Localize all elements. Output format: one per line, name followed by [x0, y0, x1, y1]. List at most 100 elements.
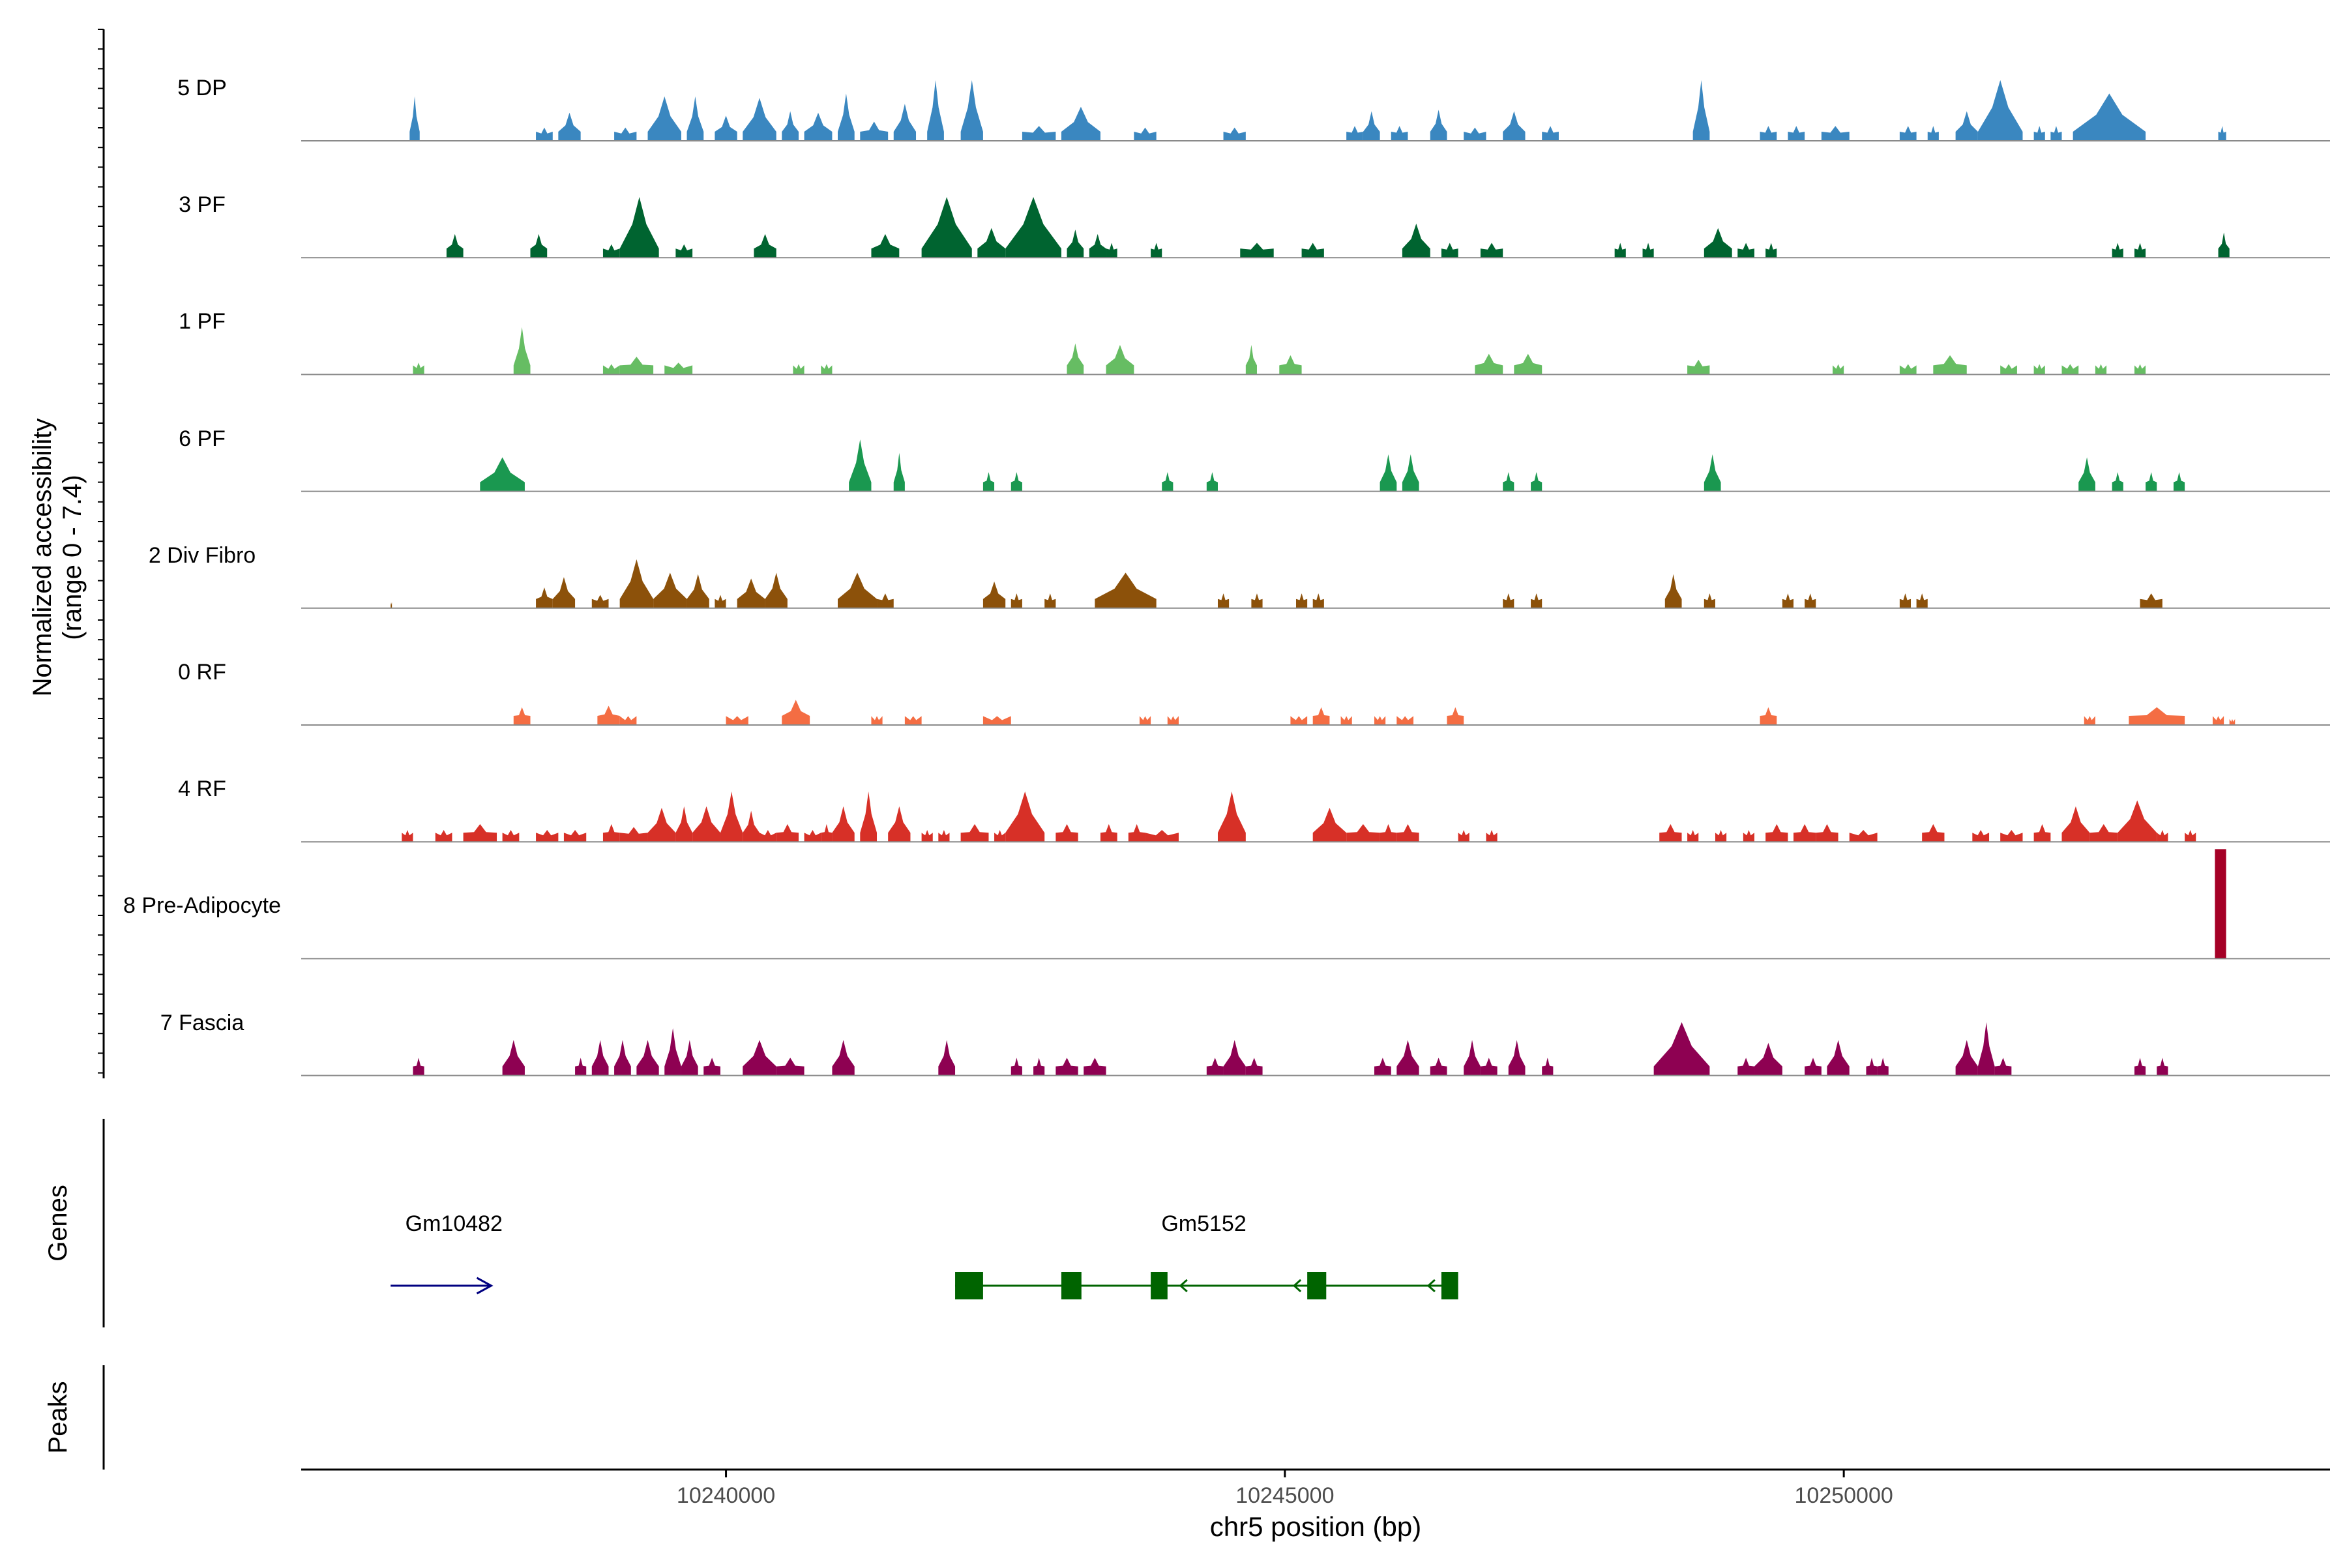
coverage-peak [1458, 830, 1469, 842]
coverage-peak [1396, 1040, 1419, 1076]
coverage-peak [2112, 472, 2123, 492]
coverage-peak [563, 830, 587, 842]
coverage-peak [413, 362, 424, 375]
gene-label: Gm10482 [406, 1211, 503, 1236]
coverage-peak [715, 115, 737, 141]
coverage-peak [1687, 359, 1710, 375]
track-label: 1 PF [179, 309, 226, 334]
genes-panel-label: Genes [44, 1185, 72, 1262]
coverage-peak [821, 364, 833, 375]
coverage-peak [2000, 364, 2017, 375]
coverage-peak [776, 823, 799, 842]
coverage-peak [1380, 454, 1397, 492]
coverage-peak [1687, 830, 1699, 842]
coverage-peak [1374, 1058, 1391, 1076]
track-3-pf: 3 PF [179, 192, 2330, 259]
coverage-peak [1022, 126, 1056, 141]
coverage-peak [2089, 823, 2118, 842]
gene-gm5152: Gm5152 [955, 1211, 1458, 1299]
coverage-peak [1503, 472, 1514, 492]
coverage-peak [1805, 1058, 1822, 1076]
coverage-peak [1922, 823, 1945, 842]
gene-annotations: Gm10482 Gm5152 [391, 1211, 1458, 1299]
coverage-peak [927, 80, 944, 141]
coverage-peak [591, 595, 609, 608]
track-4-rf: 4 RF [178, 777, 2330, 843]
track-1-pf: 1 PF [179, 309, 2330, 376]
coverage-peak [1095, 572, 1157, 608]
coverage-peak [1312, 807, 1347, 842]
coverage-peak [1955, 111, 1978, 141]
coverage-peak [614, 1040, 631, 1076]
coverage-peak [602, 364, 620, 375]
coverage-peak [1503, 593, 1514, 608]
coverage-peak [636, 1040, 659, 1076]
coverage-peak [759, 830, 776, 842]
coverage-peak [871, 716, 883, 725]
coverage-peak [647, 96, 681, 141]
coverage-peak [1055, 823, 1078, 842]
exon [1151, 1272, 1168, 1299]
coverage-peak [1659, 823, 1682, 842]
coverage-peak [2157, 1058, 2168, 1076]
strand-chevron [1179, 1279, 1188, 1293]
coverage-peak [1346, 823, 1380, 842]
coverage-peak [1760, 126, 1777, 141]
coverage-peak [1312, 707, 1330, 725]
coverage-peak [1128, 823, 1145, 842]
coverage-peak [703, 1058, 720, 1076]
coverage-peak [1005, 197, 1061, 258]
coverage-peak [1977, 1022, 1995, 1076]
coverage-peak [619, 357, 654, 375]
coverage-peak [2218, 232, 2230, 258]
coverage-peak [1396, 716, 1414, 725]
coverage-peak [446, 233, 464, 258]
coverage-peak [1827, 1040, 1850, 1076]
coverage-peak [1955, 1040, 1978, 1076]
coverage-peak [982, 581, 1006, 608]
coverage-peak [938, 830, 950, 842]
coverage-peak [1106, 243, 1117, 258]
coverage-peak [1821, 126, 1850, 141]
coverage-peak [1217, 593, 1230, 608]
coverage-peak [1977, 80, 2023, 141]
x-axis-label: chr5 position (bp) [1210, 1511, 1422, 1542]
coverage-peak [832, 806, 855, 842]
x-tick-label: 10250000 [1795, 1483, 1893, 1508]
coverage-peak [591, 1040, 609, 1076]
coverage-peak [575, 1058, 587, 1076]
coverage-peak [1380, 823, 1397, 842]
track-label: 4 RF [178, 777, 226, 801]
peaks-panel-label: Peaks [44, 1381, 72, 1453]
coverage-peak [1653, 1022, 1710, 1076]
coverage-peak [838, 572, 878, 608]
coverage-peak [2134, 364, 2146, 375]
coverage-peak [1441, 243, 1458, 258]
coverage-peak [2212, 716, 2224, 725]
coverage-peak [1782, 593, 1793, 608]
coverage-peak [1279, 355, 1302, 375]
gene-label: Gm5152 [1161, 1211, 1246, 1236]
coverage-peak [1475, 353, 1503, 375]
coverage-peak [536, 127, 553, 141]
coverage-peak [552, 577, 576, 608]
coverage-peak [893, 452, 905, 492]
coverage-peak [1765, 243, 1777, 258]
coverage-peak [1642, 243, 1654, 258]
accessibility-axis-ticks [98, 29, 104, 1074]
coverage-peak [1737, 1058, 1754, 1076]
coverage-peak [1531, 593, 1543, 608]
coverage-peak [1206, 472, 1218, 492]
track-5-dp: 5 DP [177, 76, 2330, 141]
coverage-peak [675, 806, 693, 842]
coverage-peak [2129, 707, 2185, 725]
strand-chevron [1426, 1279, 1436, 1293]
coverage-peak [1692, 80, 1710, 141]
coverage-peak [1464, 127, 1486, 141]
coverage-peak [1994, 1058, 2012, 1076]
coverage-peak [2134, 243, 2146, 258]
coverage-peak [664, 362, 693, 375]
coverage-peak [743, 810, 760, 842]
coverage-peak [602, 823, 620, 842]
